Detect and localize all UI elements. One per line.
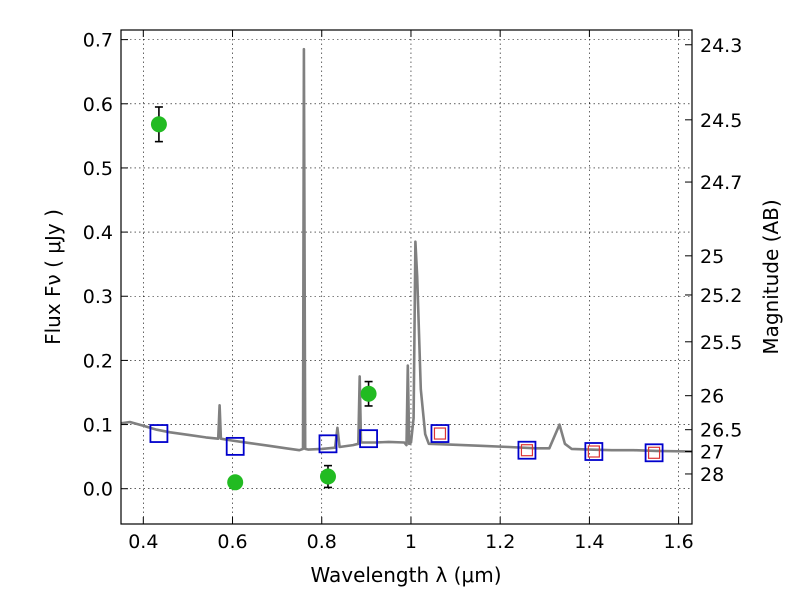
observed-point bbox=[150, 116, 167, 133]
observed-point bbox=[227, 474, 244, 491]
model-point-inner bbox=[520, 444, 534, 457]
model-point bbox=[517, 440, 537, 460]
plot-frame bbox=[120, 29, 693, 525]
y2-tick-label: 24.3 bbox=[700, 35, 742, 57]
y2-tick-label: 25.5 bbox=[700, 332, 742, 354]
x-tick-label: 1.4 bbox=[574, 531, 604, 553]
model-point bbox=[318, 434, 338, 454]
grid-layer bbox=[121, 30, 692, 524]
y2-tick-label: 26.5 bbox=[700, 420, 742, 442]
model-point bbox=[149, 424, 169, 443]
y-axis-title: Flux Fν ( μJy ) bbox=[41, 209, 65, 345]
y-tick-label: 0.2 bbox=[83, 350, 113, 372]
model-point bbox=[359, 429, 378, 449]
x-tick-label: 1.6 bbox=[664, 531, 694, 553]
y2-tick-label: 25 bbox=[700, 246, 724, 268]
x-tick-label: 0.8 bbox=[307, 531, 337, 553]
x-tick-label: 1 bbox=[405, 531, 417, 553]
observed-point bbox=[319, 468, 336, 485]
y2-tick-label: 25.2 bbox=[700, 285, 742, 307]
y-tick-label: 0.0 bbox=[83, 479, 113, 501]
y2-tick-label: 28 bbox=[700, 464, 724, 486]
y2-axis-title: Magnitude (AB) bbox=[759, 199, 783, 354]
y-tick-label: 0.5 bbox=[83, 158, 113, 180]
model-point bbox=[430, 424, 450, 443]
y-tick-label: 0.7 bbox=[83, 30, 113, 52]
x-tick-label: 1.2 bbox=[485, 531, 515, 553]
axis-layer: 0.4 0.6 0.8 1 1.2 1.4 1.6 0.0 0.1 0.2 0.3 0.4 0.5 0.6… bbox=[83, 30, 743, 553]
y-tick-label: 0.1 bbox=[83, 415, 113, 437]
observed-point bbox=[360, 385, 377, 402]
y-tick-label: 0.4 bbox=[83, 222, 113, 244]
x-axis-title: Wavelength λ (μm) bbox=[310, 563, 501, 587]
series-layer bbox=[121, 47, 692, 491]
y-tick-label: 0.6 bbox=[83, 94, 113, 116]
model-point-inner bbox=[647, 446, 661, 459]
y2-tick-label: 26 bbox=[700, 386, 724, 408]
y2-tick-label: 24.5 bbox=[700, 110, 742, 132]
model-point bbox=[644, 443, 664, 463]
spectrum-line bbox=[121, 47, 692, 453]
y2-tick-label: 27 bbox=[700, 442, 724, 464]
y2-tick-label: 24.7 bbox=[700, 172, 742, 194]
x-tick-label: 0.6 bbox=[217, 531, 247, 553]
x-tick-label: 0.4 bbox=[128, 531, 158, 553]
model-point bbox=[584, 442, 604, 461]
model-point bbox=[225, 436, 245, 456]
model-point-inner bbox=[433, 427, 447, 440]
model-point-inner bbox=[587, 445, 600, 458]
y-tick-label: 0.3 bbox=[83, 286, 113, 308]
